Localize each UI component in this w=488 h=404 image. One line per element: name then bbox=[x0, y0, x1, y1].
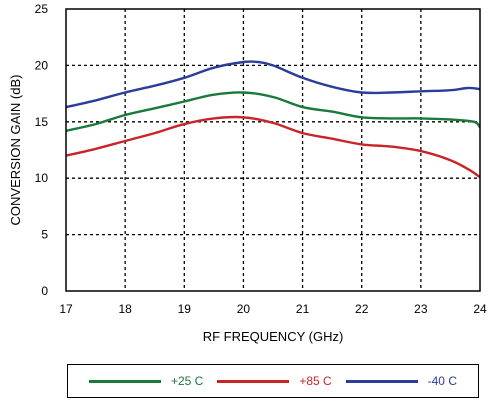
y-tick-label: 20 bbox=[35, 58, 49, 72]
y-tick-label: 10 bbox=[35, 171, 49, 185]
x-tick-label: 22 bbox=[355, 302, 369, 316]
legend-swatch-plus85 bbox=[217, 379, 290, 383]
series-lines bbox=[65, 60, 481, 179]
legend-label-plus85: +85 C bbox=[299, 374, 332, 388]
legend-item-plus85: +85 C bbox=[217, 374, 332, 388]
x-tick-label: 18 bbox=[118, 302, 132, 316]
legend-item-plus25: +25 C bbox=[88, 374, 204, 388]
x-axis-label: RF FREQUENCY (GHz) bbox=[203, 329, 344, 344]
series-line-plus85 bbox=[65, 115, 481, 179]
tick-labels: 17 18 19 20 21 22 23 24 0 5 10 15 20 25 bbox=[35, 2, 487, 316]
legend-item-minus40: -40 C bbox=[345, 374, 457, 388]
y-tick-label: 15 bbox=[35, 115, 49, 129]
x-tick-label: 17 bbox=[59, 302, 73, 316]
legend-swatch-minus40 bbox=[345, 379, 418, 383]
series-line-minus40 bbox=[65, 60, 481, 109]
y-tick-label: 25 bbox=[35, 2, 49, 16]
series-line-plus25 bbox=[65, 91, 481, 132]
x-tick-label: 21 bbox=[296, 302, 310, 316]
legend-swatch-plus25 bbox=[88, 379, 161, 383]
conversion-gain-chart: 17 18 19 20 21 22 23 24 0 5 10 15 20 25 RF FREQUENCY … bbox=[8, 2, 487, 344]
y-tick-label: 0 bbox=[41, 284, 48, 298]
x-tick-label: 24 bbox=[473, 302, 487, 316]
legend-label-plus25: +25 C bbox=[170, 374, 204, 388]
x-tick-label: 23 bbox=[414, 302, 428, 316]
x-tick-label: 20 bbox=[237, 302, 251, 316]
x-tick-label: 19 bbox=[178, 302, 192, 316]
plot-frame bbox=[65, 8, 481, 292]
legend-label-minus40: -40 C bbox=[427, 374, 457, 388]
y-axis-label: CONVERSION GAIN (dB) bbox=[8, 75, 23, 226]
y-tick-label: 5 bbox=[41, 228, 48, 242]
legend: +25 C +85 C -40 C bbox=[67, 364, 479, 398]
